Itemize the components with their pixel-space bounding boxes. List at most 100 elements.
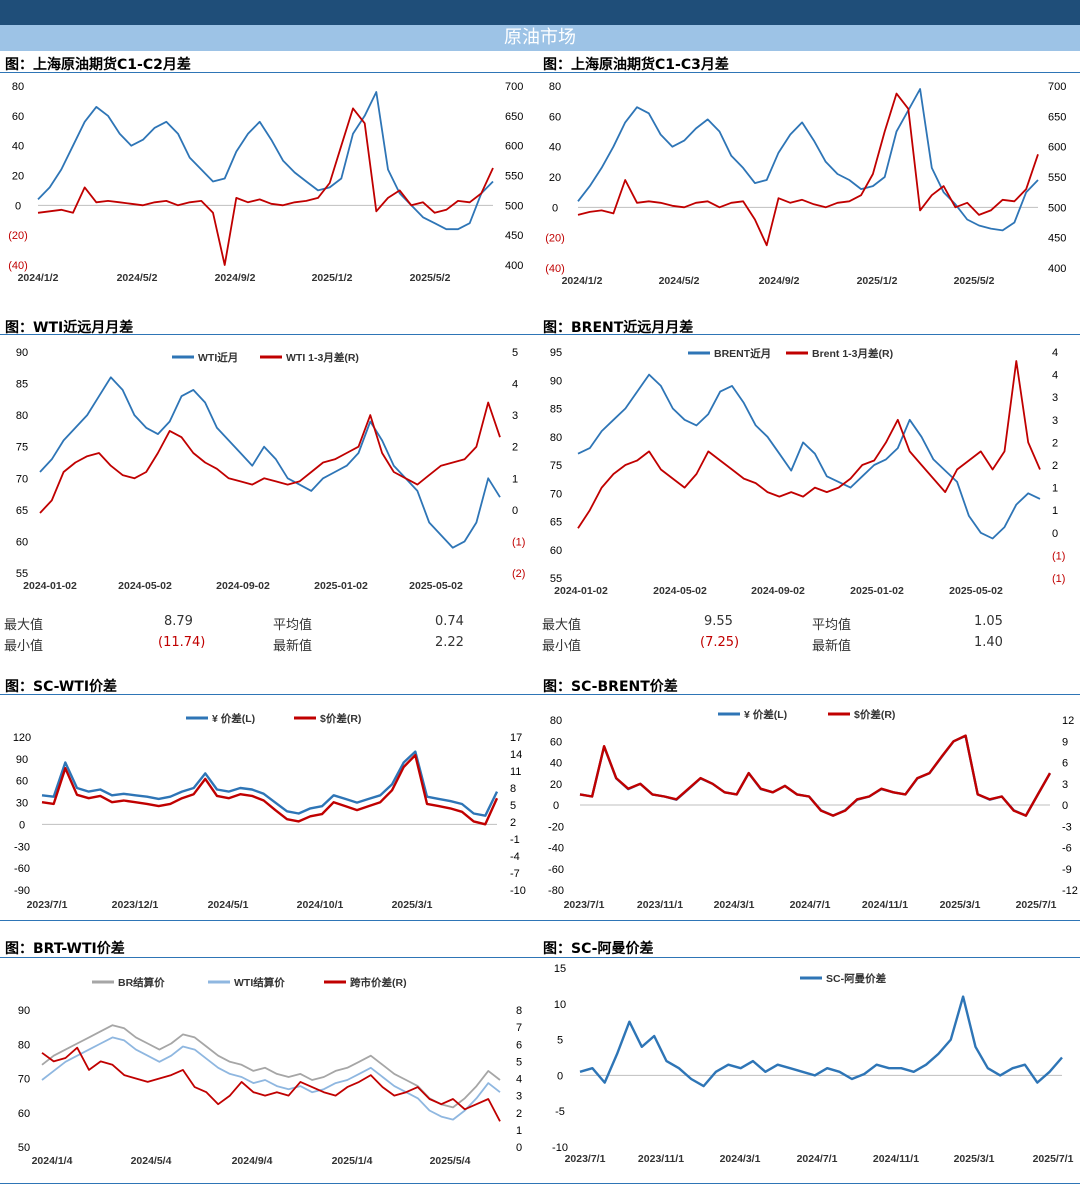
y-tick-label: 15 [554,963,566,975]
legend-label: WTI近月 [198,351,238,364]
legend-label: BRENT近月 [714,347,771,360]
y-tick-label: 40 [549,142,561,154]
stat-label: 最新值 [273,639,313,654]
y-tick-label: 10 [554,999,566,1011]
y2-tick-label: 4 [512,379,518,391]
series-line [41,753,499,826]
y-tick-label: 65 [16,505,28,517]
y2-tick-label: (2) [512,568,525,580]
y-tick-label: 90 [16,754,28,766]
chart-title-c4: 图：BRENT近远月月差 [543,320,694,336]
y2-tick-label: 3 [1052,392,1058,404]
x-tick-label: 2024-09-02 [216,580,270,592]
y-tick-label: -60 [548,864,564,876]
x-tick-label: 2024/1/2 [18,272,59,284]
chart-c1: 80 60 40 20 0 (20) (40) 700 650 600 550 500 450 400 20… [8,81,523,284]
x-tick-label: 2025-05-02 [949,585,1003,597]
y-tick-label: -10 [552,1142,568,1154]
y-tick-label: 50 [18,1142,30,1154]
y2-tick-label: 5 [516,1056,522,1068]
y2-tick-label: 2 [512,442,518,454]
y2-tick-label: 700 [505,81,523,93]
x-tick-label: 2024-01-02 [23,580,77,592]
x-tick-label: 2024/9/2 [215,272,256,284]
y-tick-label: 20 [12,171,24,183]
chart-title-c1: 图：上海原油期货C1-C2月差 [5,57,191,73]
y-tick-label: -40 [548,843,564,855]
y2-tick-label: 2 [1052,460,1058,472]
x-tick-label: 2024/11/1 [862,899,908,911]
y2-tick-label: 2 [510,817,516,829]
series-line [41,1046,501,1122]
x-tick-label: 2024/5/4 [131,1155,172,1167]
y2-tick-label: -9 [1062,864,1072,876]
y2-tick-label: 8 [516,1005,522,1017]
stat-value: 2.22 [435,635,464,650]
series-line [577,373,1041,540]
y2-tick-label: 5 [510,800,516,812]
section-banner: 原油市场 [0,25,1080,51]
y2-tick-label: -12 [1062,885,1078,897]
legend-label: $价差(R) [854,708,895,721]
y-tick-label: 85 [16,379,28,391]
y2-tick-label: 12 [1062,715,1074,727]
y2-tick-label: 3 [516,1091,522,1103]
y2-tick-label: 4 [1052,370,1058,382]
y-tick-label: 90 [18,1005,30,1017]
legend-label: Brent 1-3月差(R) [812,347,893,360]
y2-tick-label: 3 [1052,415,1058,427]
y2-tick-label: (1) [512,536,525,548]
y-tick-label: 60 [16,776,28,788]
y-tick-label: 90 [550,375,562,387]
series-line [577,360,1041,529]
y2-tick-label: 700 [1048,81,1066,93]
y2-tick-label: 14 [510,749,522,761]
x-tick-label: 2024/1/2 [562,275,603,287]
y-tick-label: 0 [553,800,559,812]
stat-label: 最大值 [4,618,44,633]
stat-label: 最小值 [542,639,582,654]
series-line [37,107,494,266]
chart-c2: 80 60 40 20 0 (20) (40) 700 650 600 550 500 450 400 20… [545,81,1066,287]
y-tick-label: 80 [550,715,562,727]
x-tick-label: 2024-01-02 [554,585,608,597]
y-tick-label: (20) [545,233,565,245]
y-tick-label: (40) [545,263,565,275]
chart-title-c5: 图：SC-WTI价差 [5,679,118,695]
y2-tick-label: -7 [510,868,520,880]
x-tick-label: 2023/7/1 [564,899,605,911]
y2-tick-label: 6 [516,1039,522,1051]
x-tick-label: 2025/5/2 [410,272,451,284]
chart-c5: 120 90 60 30 0 -30 -60 -90 17 14 11 8 5 2 -1 -4 -7 -10 202… [13,712,526,911]
x-tick-label: 2024/9/4 [232,1155,273,1167]
x-tick-label: 2025-01-02 [314,580,368,592]
y2-tick-label: 1 [512,473,518,485]
divider [0,694,540,695]
y-tick-label: (20) [8,230,28,242]
divider [540,72,1080,73]
y2-tick-label: 600 [505,141,523,153]
divider [0,957,540,958]
stat-value: 1.40 [974,635,1003,650]
y2-tick-label: -1 [510,834,520,846]
x-tick-label: 2024/3/1 [714,899,755,911]
y2-tick-label: 650 [1048,111,1066,123]
x-tick-label: 2023/7/1 [565,1153,606,1165]
y-tick-label: 75 [550,460,562,472]
brent-stats-table: 最大值 9.55 平均值 1.05 最小值 (7.25) 最新值 1.40 [540,612,1080,654]
y2-tick-label: 5 [512,347,518,359]
y-tick-label: 30 [16,798,28,810]
stat-label: 平均值 [273,618,313,633]
wti-stats-table: 最大值 8.79 平均值 0.74 最小值 (11.74) 最新值 2.22 [0,612,540,654]
x-tick-label: 2023/11/1 [637,899,683,911]
stat-value: 1.05 [974,614,1003,629]
divider [540,957,1080,958]
y2-tick-label: 500 [1048,202,1066,214]
y2-tick-label: -6 [1062,843,1072,855]
y2-tick-label: 4 [1052,347,1058,359]
divider [540,334,1080,335]
y-tick-label: 60 [16,536,28,548]
x-tick-label: 2025/3/1 [954,1153,995,1165]
